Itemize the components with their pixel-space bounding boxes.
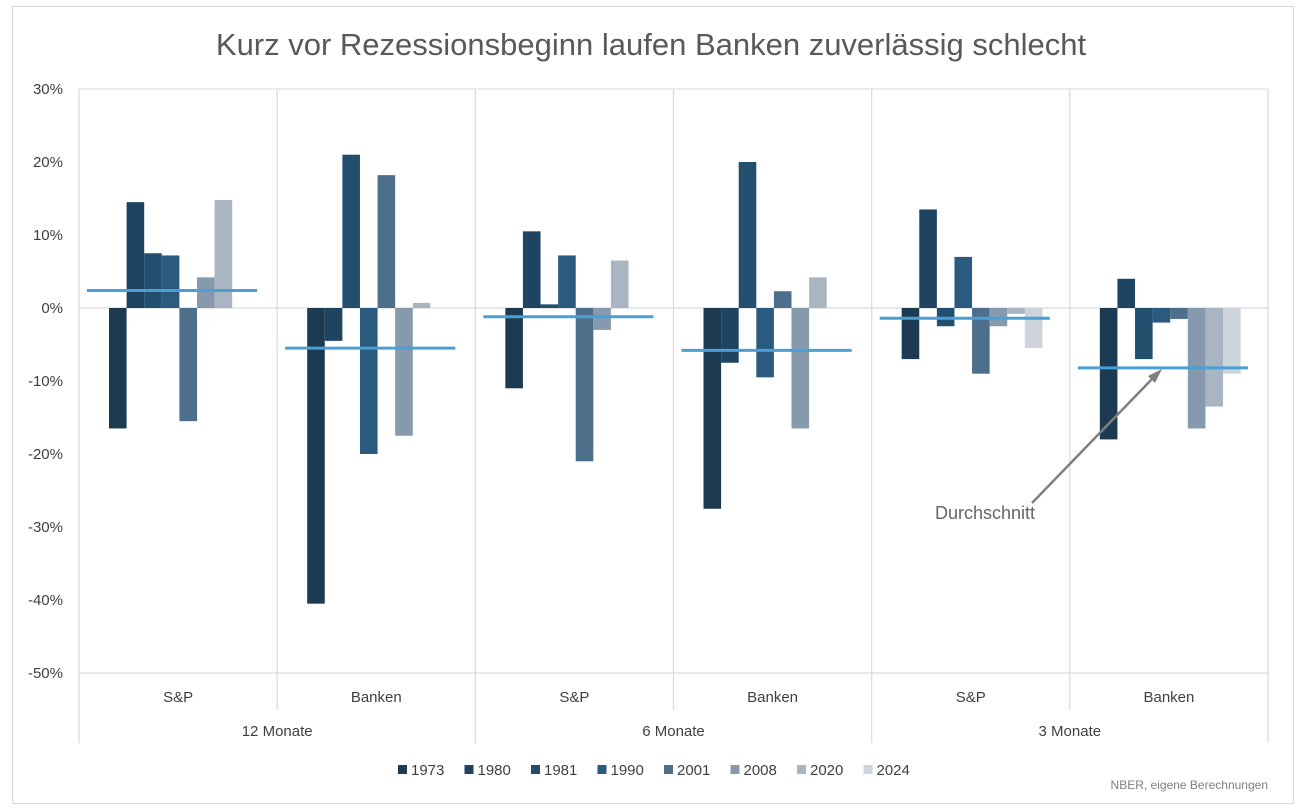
legend-swatch-2001	[664, 765, 673, 774]
bar-1990	[1152, 308, 1171, 323]
bar-1990	[359, 308, 378, 454]
category-label: S&P	[559, 689, 589, 706]
bar-1981	[1135, 308, 1153, 360]
bar-1990	[161, 255, 180, 308]
source-note: NBER, eigene Berechnungen	[1111, 778, 1268, 792]
y-tick-label: -20%	[28, 446, 63, 463]
group-label: 12 Monate	[242, 723, 313, 740]
legend-swatch-1990	[597, 765, 607, 774]
y-tick-label: -10%	[28, 373, 63, 390]
legend-label: 1981	[544, 762, 577, 779]
y-tick-label: -50%	[28, 665, 63, 682]
bar-1990	[558, 255, 576, 308]
bar-2008	[395, 308, 413, 436]
average-lines-layer	[87, 288, 1248, 370]
category-label: Banken	[351, 689, 402, 706]
category-label: Banken	[747, 689, 798, 706]
bar-1980	[126, 202, 145, 308]
chart-title: Kurz vor Rezessionsbeginn laufen Banken …	[216, 27, 1087, 62]
bar-2001	[377, 175, 396, 308]
bar-2001	[575, 308, 594, 462]
legend-swatch-1973	[398, 765, 407, 774]
axis-layer: 30% 20% 10% 0% -10% -20% -30% -40% -50% S&P Banken…	[28, 81, 1194, 740]
legend-label: 1990	[611, 762, 644, 779]
bar-1990	[954, 256, 973, 308]
category-label: S&P	[956, 689, 986, 706]
bar-1980	[919, 209, 937, 308]
bar-2020	[214, 199, 233, 308]
bar-2020	[610, 260, 629, 308]
bar-2020	[1205, 308, 1224, 407]
bar-1980	[324, 308, 343, 341]
legend-swatch-2024	[863, 765, 873, 774]
bar-2001	[1170, 308, 1188, 319]
bar-1973	[1099, 308, 1118, 440]
category-label: S&P	[163, 689, 193, 706]
bar-1981	[738, 162, 757, 308]
bar-2024	[1223, 308, 1241, 374]
legend-label: 1980	[478, 762, 511, 779]
y-tick-label: 30%	[33, 81, 63, 98]
y-tick-label: 10%	[33, 227, 63, 244]
bar-1981	[144, 253, 162, 308]
bar-2020	[412, 302, 431, 308]
legend-swatch-2008	[730, 765, 740, 774]
y-tick-label: 20%	[33, 154, 63, 171]
annotation-arrow-line	[1031, 377, 1154, 504]
bar-2001	[972, 308, 990, 374]
bar-1980	[1117, 278, 1136, 308]
bar-2020	[809, 277, 827, 308]
bar-1981	[540, 304, 559, 308]
annotation-arrow-head	[1148, 369, 1162, 383]
bar-2008	[197, 277, 215, 308]
bar-2001	[773, 291, 792, 308]
chart-frame	[12, 6, 1294, 804]
legend-label: 1973	[411, 762, 444, 779]
bar-2001	[179, 308, 197, 422]
bar-1973	[703, 308, 722, 509]
y-tick-label: 0%	[41, 300, 63, 317]
bar-1973	[109, 308, 127, 429]
annotation-label: Durchschnitt	[935, 503, 1035, 523]
group-label: 3 Monate	[1039, 723, 1102, 740]
legend-label: 2020	[810, 762, 843, 779]
bar-2008	[593, 308, 611, 330]
bars-layer	[109, 154, 1241, 604]
legend: 1973 1980 1981 1990 2001 2008 2020 2024	[398, 762, 910, 779]
bar-1973	[901, 308, 920, 360]
bar-1981	[342, 154, 360, 308]
y-tick-label: -40%	[28, 592, 63, 609]
y-tick-label: -30%	[28, 519, 63, 536]
annotation-layer: Durchschnitt	[935, 369, 1162, 523]
bar-2008	[791, 308, 810, 429]
bar-1980	[522, 231, 541, 308]
bar-1973	[505, 308, 523, 389]
legend-label: 2024	[877, 762, 910, 779]
grid-layer	[78, 88, 1269, 743]
bar-2020	[1007, 308, 1025, 314]
bar-1990	[756, 308, 774, 378]
category-label: Banken	[1143, 689, 1194, 706]
bar-2024	[1024, 308, 1043, 349]
legend-swatch-1980	[464, 765, 474, 774]
legend-label: 2001	[677, 762, 710, 779]
bar-1973	[307, 308, 325, 604]
legend-label: 2008	[744, 762, 777, 779]
group-label: 6 Monate	[642, 723, 705, 740]
legend-swatch-1981	[531, 765, 540, 774]
legend-swatch-2020	[797, 765, 806, 774]
bar-1980	[721, 308, 739, 363]
